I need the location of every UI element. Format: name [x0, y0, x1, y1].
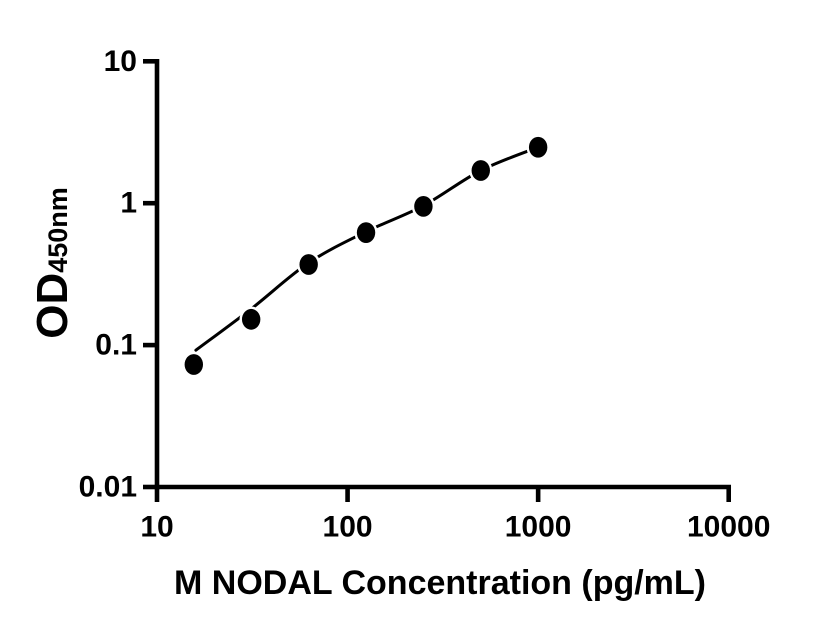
y-axis-title: OD 450nm: [27, 187, 77, 339]
y-axis-title-main: OD: [27, 272, 77, 339]
y-tick-label: 1: [120, 187, 137, 220]
y-tick-label: 10: [104, 45, 137, 78]
data-point: [471, 160, 490, 181]
y-tick-label: 0.1: [95, 329, 137, 362]
data-point: [299, 254, 318, 275]
data-point: [528, 136, 548, 158]
x-tick-label: 10: [140, 511, 173, 544]
data-point: [241, 308, 261, 330]
y-tick-label: 0.01: [79, 471, 137, 504]
data-point: [414, 195, 433, 217]
x-tick-label: 10000: [687, 511, 770, 544]
x-axis-title: M NODAL Concentration (pg/mL): [174, 564, 706, 602]
data-point: [356, 222, 376, 244]
data-point: [184, 354, 204, 375]
x-tick-label: 1000: [505, 511, 572, 544]
x-tick-label: 100: [323, 511, 373, 544]
y-axis-title-subscript: 450nm: [42, 187, 73, 273]
